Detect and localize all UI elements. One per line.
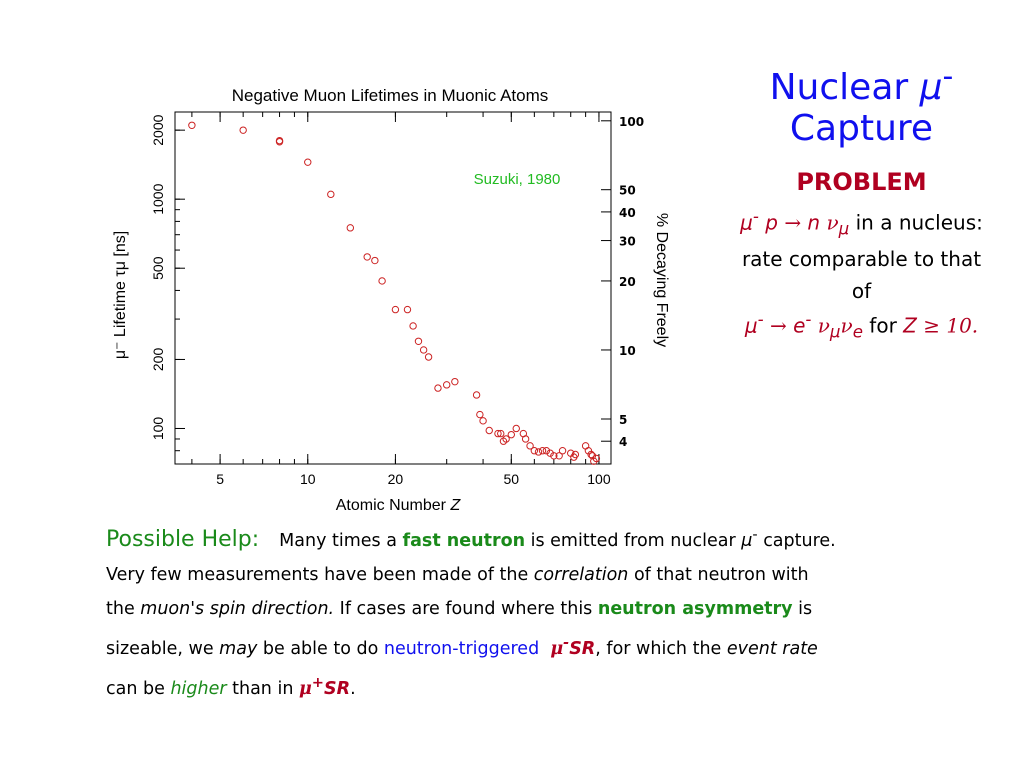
problem-heading: PROBLEM — [796, 167, 927, 196]
x-axis-label: Atomic Number Z — [336, 497, 462, 514]
data-point — [494, 429, 502, 438]
data-point — [304, 158, 312, 166]
data-point — [581, 442, 590, 450]
data-point — [371, 256, 379, 265]
right-tick-label: 40 — [619, 206, 636, 220]
y-tick-label: 1000 — [150, 183, 166, 214]
right-tick-label: 20 — [619, 275, 636, 289]
data-point — [534, 448, 543, 456]
data-point — [346, 224, 355, 232]
possible-help-paragraph: Possible Help: Many times a fast neutron … — [106, 526, 836, 699]
data-point — [363, 253, 371, 261]
data-point — [550, 452, 558, 460]
data-point — [378, 277, 386, 285]
x-axis-ticks: 5 10 20 50 100 — [191, 112, 611, 487]
problem-statement: μ- p → n νμ in a nucleus: rate comparabl… — [700, 204, 1023, 347]
data-point — [275, 138, 284, 146]
decay-reaction: μ- → e- νμνe for Z ≥ 10. — [744, 310, 979, 342]
data-point — [391, 305, 400, 314]
data-point — [546, 449, 554, 457]
data-points — [188, 121, 601, 465]
data-point — [479, 417, 487, 425]
data-point — [530, 447, 539, 455]
right-axis-ticks: 100 50 40 30 20 10 5 4 — [601, 115, 644, 449]
data-point — [512, 424, 520, 433]
data-point — [521, 435, 530, 443]
right-tick-label: 10 — [619, 344, 636, 358]
right-tick-label: 30 — [619, 235, 636, 249]
data-point — [409, 322, 417, 330]
data-point — [451, 377, 459, 386]
x-tick-label: 50 — [504, 471, 520, 487]
data-point — [472, 391, 481, 399]
data-point — [558, 447, 567, 455]
data-point — [497, 429, 505, 438]
data-point — [424, 353, 433, 361]
y-tick-label: 200 — [150, 348, 166, 372]
data-point — [419, 346, 428, 354]
data-point — [414, 337, 423, 345]
slide-title: Nuclear μ- Capture — [769, 59, 954, 150]
problem-line-3: of — [851, 279, 872, 304]
data-point — [239, 126, 247, 134]
plot-frame — [174, 111, 612, 465]
x-tick-label: 5 — [216, 471, 224, 487]
help-heading: Possible Help: — [106, 526, 260, 552]
data-point — [403, 305, 412, 314]
data-point — [526, 442, 534, 450]
data-point — [592, 454, 601, 463]
y-axis-label: μ⁻ Lifetime τμ [ns] — [112, 231, 129, 359]
right-axis-label: % Decaying Freely — [653, 213, 670, 347]
right-tick-label: 100 — [619, 115, 644, 129]
data-point — [555, 452, 563, 460]
capture-reaction: μ- p → n νμ in a nucleus: — [740, 206, 983, 239]
data-point — [434, 384, 442, 392]
x-tick-label: 100 — [587, 471, 611, 487]
data-point — [327, 190, 335, 199]
slide-title-block: Nuclear μ- Capture PROBLEM μ- p → n νμ i… — [700, 59, 1023, 347]
right-tick-label: 4 — [619, 435, 627, 449]
data-point — [571, 450, 580, 459]
data-point — [507, 430, 515, 439]
x-tick-label: 20 — [388, 471, 404, 487]
y-tick-label: 2000 — [150, 114, 166, 145]
data-point — [476, 410, 484, 419]
citation-annotation: Suzuki, 1980 — [474, 171, 561, 188]
data-point — [538, 447, 547, 455]
data-point — [485, 426, 493, 435]
problem-line-2: rate comparable to that — [741, 247, 982, 272]
right-tick-label: 50 — [619, 184, 636, 198]
chart-title: Negative Muon Lifetimes in Muonic Atoms — [232, 86, 549, 105]
data-point — [502, 435, 510, 443]
x-tick-label: 10 — [300, 471, 316, 487]
data-point — [542, 447, 551, 455]
right-tick-label: 5 — [619, 413, 627, 427]
y-tick-label: 500 — [150, 256, 166, 280]
y-axis-ticks: 100 200 500 1000 2000 — [150, 114, 185, 465]
data-point — [587, 450, 595, 459]
y-tick-label: 100 — [150, 417, 166, 441]
data-point — [442, 381, 451, 389]
muon-lifetime-chart: Negative Muon Lifetimes in Muonic Atoms … — [112, 86, 670, 514]
data-point — [188, 121, 196, 129]
